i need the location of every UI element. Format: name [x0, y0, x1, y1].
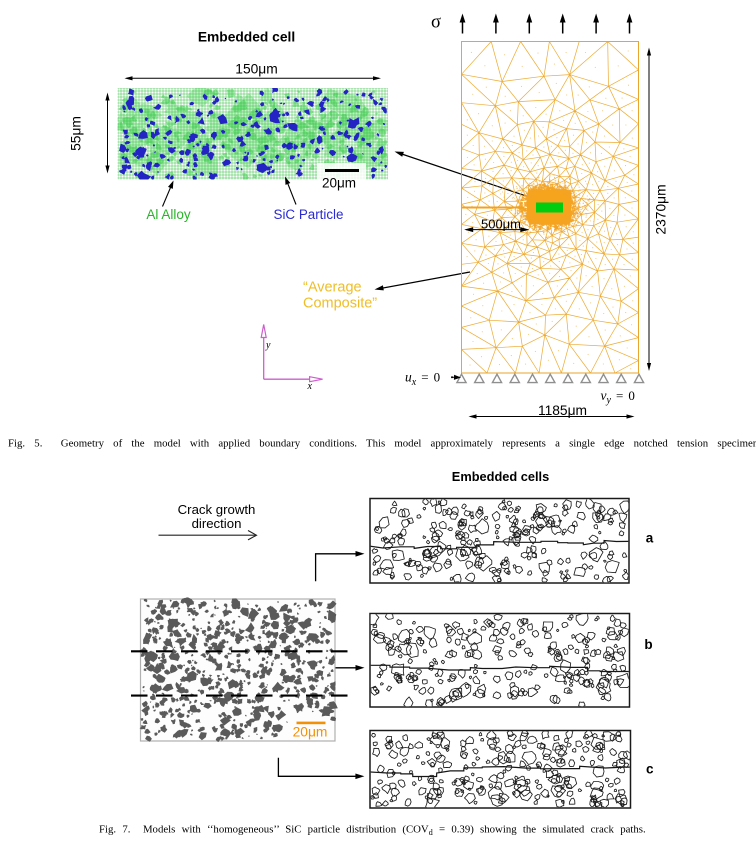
svg-text:20μm: 20μm: [293, 724, 328, 739]
svg-text:b: b: [644, 637, 652, 652]
svg-text:150μm: 150μm: [235, 62, 277, 77]
svg-text:2370μm: 2370μm: [654, 184, 669, 234]
svg-text:y: y: [265, 340, 271, 351]
svg-text:55μm: 55μm: [69, 116, 84, 151]
svg-text:a: a: [646, 530, 654, 545]
svg-text:x: x: [307, 381, 313, 392]
svg-text:500μm: 500μm: [481, 216, 521, 231]
svg-text:ux = 0: ux = 0: [405, 370, 440, 388]
svg-text:σ: σ: [431, 13, 441, 33]
svg-text:1185μm: 1185μm: [538, 403, 587, 418]
svg-text:SiC Particle: SiC Particle: [274, 207, 344, 222]
svg-text:vy = 0: vy = 0: [601, 388, 635, 406]
svg-text:Fig. 5. Geometry of the model: Fig. 5. Geometry of the model with appli…: [8, 438, 756, 450]
svg-text:20μm: 20μm: [322, 176, 356, 191]
svg-text:c: c: [646, 761, 654, 776]
svg-text:Al Alloy: Al Alloy: [146, 207, 191, 222]
svg-text:Fig. 7. Models with ‘‘homogen: Fig. 7. Models with ‘‘homogeneous’’ SiC …: [99, 824, 646, 837]
svg-text:Embedded cell: Embedded cell: [198, 29, 295, 44]
svg-text:Embedded cells: Embedded cells: [452, 469, 549, 484]
